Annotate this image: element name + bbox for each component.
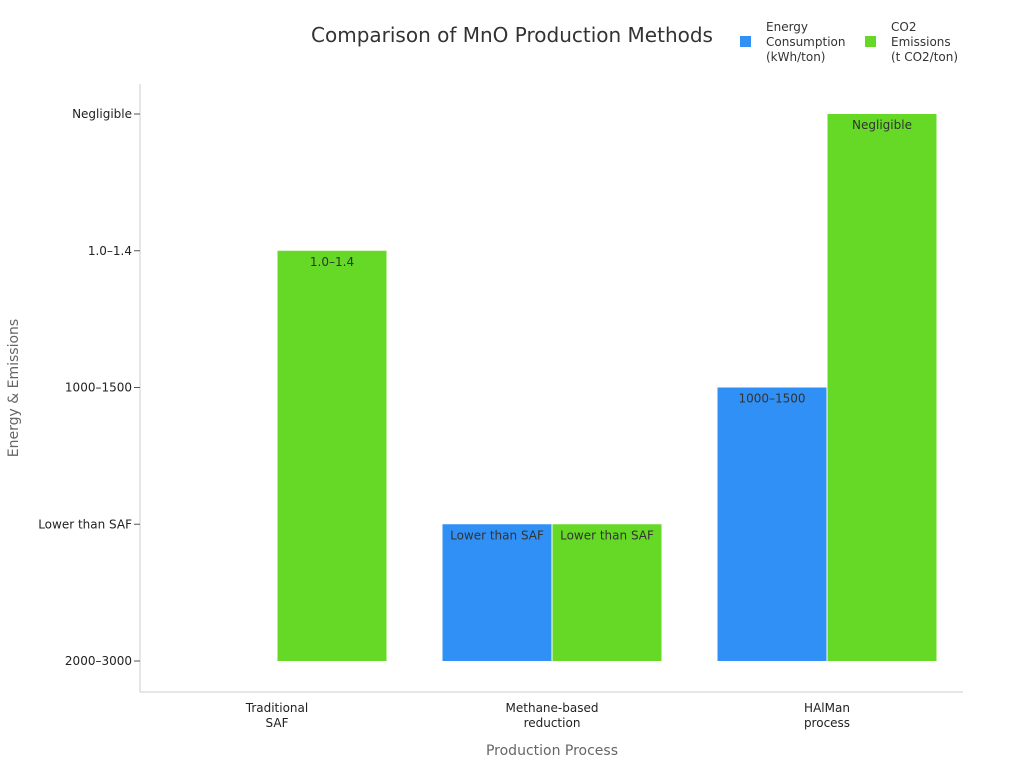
- legend-swatch: [740, 36, 751, 47]
- y-tick-label: Lower than SAF: [38, 517, 132, 531]
- bar-label: 1000–1500: [738, 392, 805, 406]
- x-axis-label: Production Process: [486, 743, 618, 759]
- y-tick-label: 1.0–1.4: [88, 244, 132, 258]
- bar: [717, 387, 827, 661]
- bar-label: Lower than SAF: [450, 528, 544, 542]
- chart-title: Comparison of MnO Production Methods: [311, 23, 713, 47]
- x-tick-label: HAlMan process: [804, 701, 850, 730]
- bar-label: Negligible: [852, 118, 912, 132]
- y-tick-label: 2000–3000: [65, 654, 132, 668]
- y-tick-label: Negligible: [72, 107, 132, 121]
- bar: [277, 250, 387, 661]
- bar-label: 1.0–1.4: [310, 255, 354, 269]
- bar-label: Lower than SAF: [560, 528, 654, 542]
- x-tick-label: Methane-based reduction: [506, 701, 599, 730]
- legend-swatch: [865, 36, 876, 47]
- legend-label: CO2 Emissions (t CO2/ton): [891, 20, 958, 64]
- bar: [827, 114, 937, 661]
- y-tick-label: 1000–1500: [65, 381, 132, 395]
- bar: [552, 524, 662, 661]
- x-tick-label: Traditional SAF: [245, 701, 308, 730]
- legend-label: Energy Consumption (kWh/ton): [766, 20, 845, 64]
- y-axis-label: Energy & Emissions: [6, 319, 22, 457]
- bar: [442, 524, 552, 661]
